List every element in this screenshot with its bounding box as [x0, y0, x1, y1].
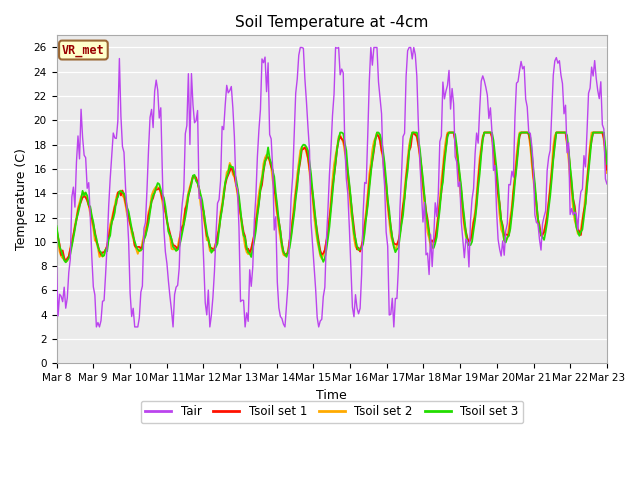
- Y-axis label: Temperature (C): Temperature (C): [15, 148, 28, 250]
- X-axis label: Time: Time: [316, 389, 347, 402]
- Text: VR_met: VR_met: [62, 44, 105, 57]
- Legend: Tair, Tsoil set 1, Tsoil set 2, Tsoil set 3: Tair, Tsoil set 1, Tsoil set 2, Tsoil se…: [141, 401, 523, 423]
- Title: Soil Temperature at -4cm: Soil Temperature at -4cm: [235, 15, 428, 30]
